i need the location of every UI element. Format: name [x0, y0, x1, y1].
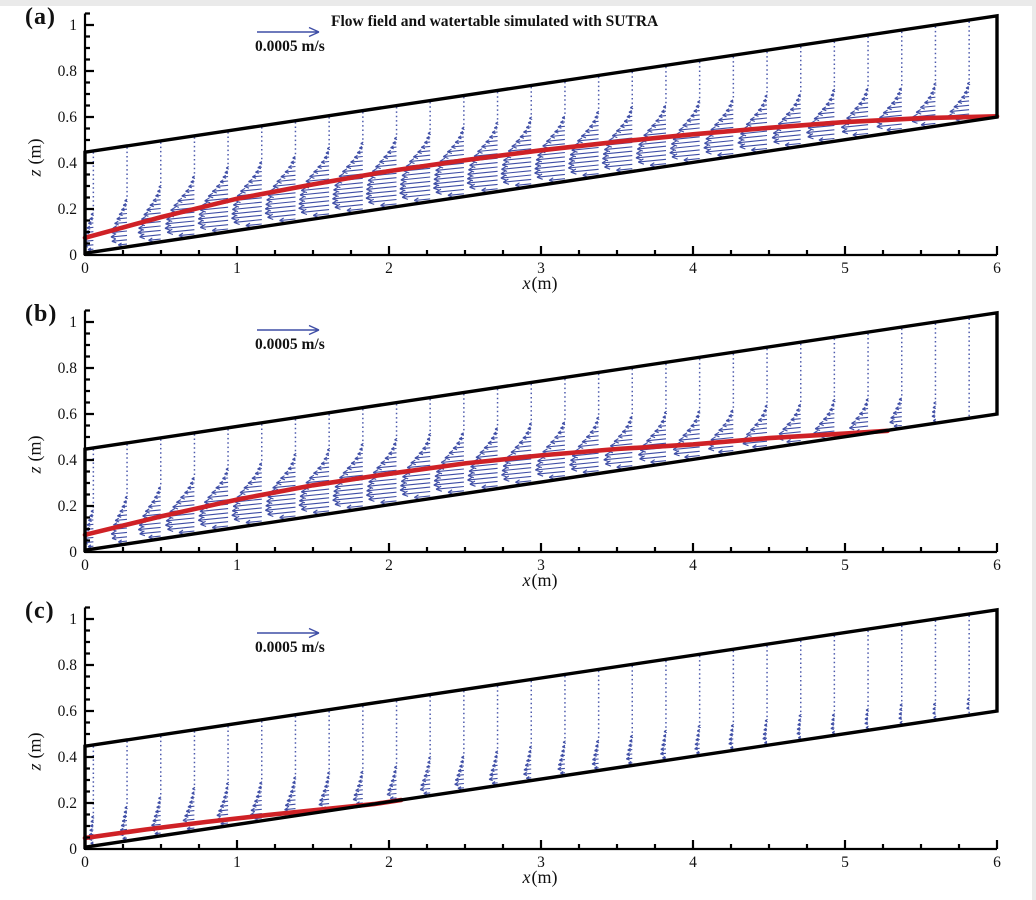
x-tick-label: 5 — [841, 557, 849, 574]
flow-vector-arrows — [83, 397, 937, 549]
watertable-line — [82, 114, 1000, 241]
flow-grid-dots — [92, 615, 970, 814]
scale-arrow-icon — [257, 324, 320, 336]
y-axis-label-c: z (m) — [25, 692, 46, 812]
y-tick-label: 0.4 — [58, 452, 78, 469]
x-tick-label: 4 — [689, 557, 697, 574]
x-axis-label-b: x(m) — [502, 570, 578, 591]
x-axis-label-unit: (m) — [531, 867, 558, 887]
y-axis-label-var: z — [24, 466, 45, 474]
x-tick-label: 2 — [385, 557, 393, 574]
x-axis-label-unit: (m) — [531, 570, 558, 590]
x-tick-label: 0 — [81, 557, 89, 574]
panel-c-plot: 0 1 2 3 4 5 6 0 0.2 0.4 0.6 0.8 1 — [58, 606, 1001, 871]
x-tick-label: 2 — [385, 854, 393, 871]
page-edge-top — [0, 0, 1036, 6]
x-axis-label-var: x — [522, 867, 531, 887]
x-tick-label: 5 — [841, 260, 849, 277]
axes — [83, 309, 999, 554]
y-tick-label: 0.4 — [58, 155, 78, 172]
y-tick-label: 0.2 — [58, 498, 77, 515]
watertable-line — [82, 428, 890, 538]
velocity-scale-label-b: 0.0005 m/s — [255, 336, 325, 353]
panel-a-label: (a) — [25, 4, 56, 30]
flow-vector-arrows — [83, 81, 971, 252]
y-tick-label: 0.6 — [58, 406, 78, 423]
x-axis-label-c: x(m) — [502, 867, 578, 888]
axes — [83, 606, 999, 851]
x-tick-label: 4 — [689, 854, 697, 871]
page-edge-right — [1032, 0, 1036, 900]
scale-arrow-icon — [257, 627, 320, 639]
x-tick-label: 0 — [81, 260, 89, 277]
y-tick-label: 0.8 — [58, 657, 78, 674]
x-axis-label-a: x(m) — [502, 273, 578, 294]
x-tick-label: 1 — [233, 260, 241, 277]
figure-title: Flow field and watertable simulated with… — [331, 13, 659, 30]
x-axis-label-var: x — [522, 570, 531, 590]
x-axis-label-unit: (m) — [531, 273, 558, 293]
y-axis-label-b: z (m) — [25, 395, 46, 515]
y-tick-label: 0.2 — [58, 795, 77, 812]
y-axis-label-var: z — [24, 763, 45, 771]
y-tick-label: 0.8 — [58, 360, 78, 377]
x-tick-label: 1 — [233, 854, 241, 871]
panel-b-label: (b) — [25, 301, 58, 327]
y-axis-label-unit: (m) — [24, 435, 45, 462]
y-tick-label: 0.6 — [58, 703, 78, 720]
y-axis-label-unit: (m) — [24, 138, 45, 165]
y-axis-label-a: z (m) — [25, 98, 46, 218]
y-tick-label: 0.2 — [58, 201, 77, 218]
y-axis-label-var: z — [24, 169, 45, 177]
y-tick-label: 0 — [69, 841, 77, 858]
x-tick-label: 6 — [993, 260, 1001, 277]
y-tick-label: 0.4 — [58, 749, 78, 766]
x-tick-label: 2 — [385, 260, 393, 277]
y-tick-label: 0 — [69, 544, 77, 561]
velocity-scale-label-c: 0.0005 m/s — [255, 639, 325, 656]
y-tick-label: 0.8 — [58, 63, 78, 80]
x-axis-label-var: x — [522, 273, 531, 293]
x-tick-label: 5 — [841, 854, 849, 871]
flow-vector-arrows — [88, 697, 971, 846]
velocity-scale-label-a: 0.0005 m/s — [255, 38, 325, 55]
x-tick-label: 6 — [993, 557, 1001, 574]
x-tick-label: 3 — [537, 854, 545, 871]
x-tick-label: 3 — [537, 557, 545, 574]
scale-arrow-icon — [257, 26, 320, 38]
panel-b-plot: 0 1 2 3 4 5 6 0 0.2 0.4 0.6 0.8 1 — [58, 309, 1001, 574]
y-tick-label: 1 — [69, 314, 77, 331]
x-tick-label: 1 — [233, 557, 241, 574]
x-tick-label: 0 — [81, 854, 89, 871]
y-tick-label: 0 — [69, 247, 77, 264]
panel-a-plot: 0 1 2 3 4 5 6 0 0.2 0.4 0.6 0.8 1 — [58, 12, 1001, 277]
y-tick-label: 0.6 — [58, 109, 78, 126]
x-tick-label: 4 — [689, 260, 697, 277]
flow-grid-dots — [92, 21, 970, 211]
panel-c-label: (c) — [25, 598, 55, 624]
x-tick-label: 3 — [537, 260, 545, 277]
axes — [83, 12, 999, 257]
y-tick-label: 1 — [69, 611, 77, 628]
x-tick-label: 6 — [993, 854, 1001, 871]
y-tick-label: 1 — [69, 17, 77, 34]
y-axis-label-unit: (m) — [24, 732, 45, 759]
